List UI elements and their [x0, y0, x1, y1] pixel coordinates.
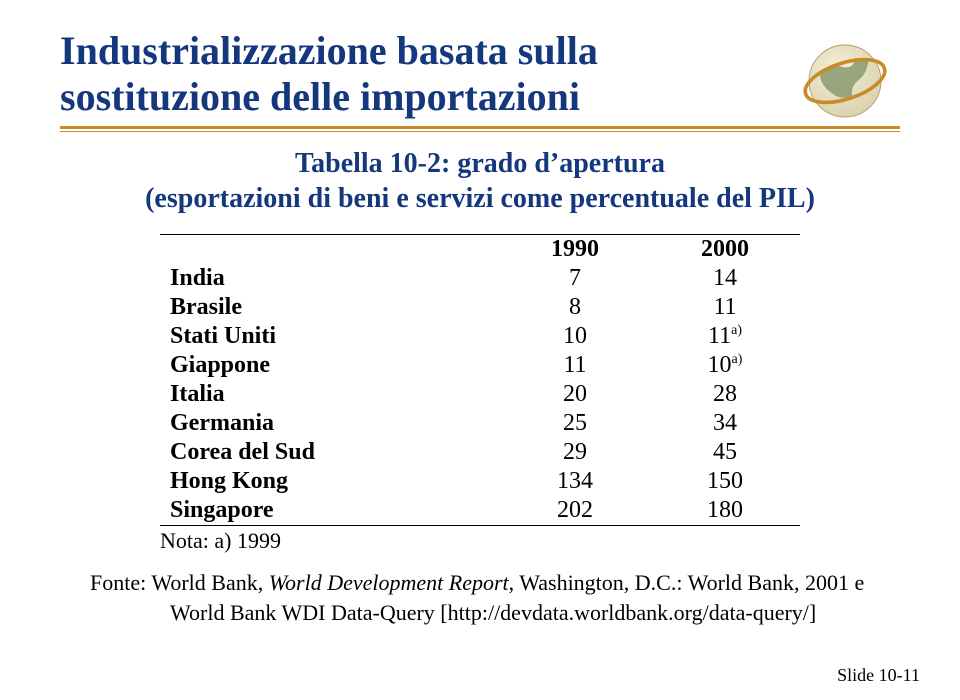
row-2000: 11 [713, 294, 736, 320]
row-2000: 34 [713, 410, 737, 436]
table-body: India 7 14 Brasile 8 11 Stati Uniti 10 1… [160, 264, 800, 526]
source-prefix: Fonte: World Bank, [90, 570, 269, 595]
slide-title: Industrializzazione basata sulla sostitu… [60, 28, 900, 120]
row-label: Stati Uniti [170, 323, 276, 349]
row-label: Corea del Sud [170, 439, 315, 465]
table-row: Corea del Sud 29 45 [160, 438, 800, 467]
table-note: Nota: a) 1999 [160, 528, 800, 554]
row-2000: 10 [708, 352, 732, 378]
row-label: Germania [170, 410, 274, 436]
row-2000: 45 [713, 439, 737, 465]
row-1990: 202 [500, 496, 650, 526]
row-1990: 20 [500, 380, 650, 409]
row-sup: a) [731, 323, 742, 338]
row-2000: 11 [708, 323, 731, 349]
source-mid: , Washington, D.C.: World Bank, 2001 e [509, 570, 865, 595]
row-label: Singapore [170, 497, 274, 523]
col-country [160, 235, 500, 265]
table-row: Stati Uniti 10 11a) [160, 322, 800, 351]
source-citation: Fonte: World Bank, World Development Rep… [90, 568, 870, 627]
header-rule-thin [60, 131, 900, 132]
data-table-wrap: 1990 2000 India 7 14 Brasile 8 11 Stati … [160, 234, 800, 554]
data-table: 1990 2000 India 7 14 Brasile 8 11 Stati … [160, 234, 800, 526]
caption-line-2: (esportazioni di beni e servizi come per… [145, 183, 815, 214]
row-sup: a) [732, 352, 743, 367]
source-line-2: World Bank WDI Data-Query [http://devdat… [90, 598, 870, 628]
row-1990: 7 [500, 264, 650, 293]
title-line-1: Industrializzazione basata sulla [60, 28, 598, 73]
row-1990: 25 [500, 409, 650, 438]
title-line-2: sostituzione delle importazioni [60, 74, 580, 119]
row-2000: 28 [713, 381, 737, 407]
table-header-row: 1990 2000 [160, 235, 800, 265]
header-rule-thick [60, 126, 900, 129]
globe-icon [800, 36, 890, 126]
row-label: Italia [170, 381, 225, 407]
table-row: Italia 20 28 [160, 380, 800, 409]
table-row: India 7 14 [160, 264, 800, 293]
row-2000: 180 [707, 497, 743, 523]
row-1990: 134 [500, 467, 650, 496]
table-row: Germania 25 34 [160, 409, 800, 438]
slide-header: Industrializzazione basata sulla sostitu… [60, 28, 900, 120]
row-2000: 14 [713, 265, 737, 291]
row-1990: 8 [500, 293, 650, 322]
table-caption: Tabella 10-2: grado d’apertura (esportaz… [120, 146, 840, 216]
row-label: Giappone [170, 352, 270, 378]
row-1990: 29 [500, 438, 650, 467]
row-label: India [170, 265, 225, 291]
table-row: Brasile 8 11 [160, 293, 800, 322]
table-row: Singapore 202 180 [160, 496, 800, 526]
row-1990: 11 [500, 351, 650, 380]
row-label: Hong Kong [170, 468, 288, 494]
slide-number: Slide 10-11 [837, 665, 920, 686]
row-1990: 10 [500, 322, 650, 351]
table-row: Hong Kong 134 150 [160, 467, 800, 496]
caption-line-1: Tabella 10-2: grado d’apertura [295, 148, 665, 179]
row-label: Brasile [170, 294, 242, 320]
source-italic: World Development Report [269, 570, 509, 595]
row-2000: 150 [707, 468, 743, 494]
slide: Industrializzazione basata sulla sostitu… [0, 0, 960, 700]
col-2000: 2000 [650, 235, 800, 265]
col-1990: 1990 [500, 235, 650, 265]
table-row: Giappone 11 10a) [160, 351, 800, 380]
